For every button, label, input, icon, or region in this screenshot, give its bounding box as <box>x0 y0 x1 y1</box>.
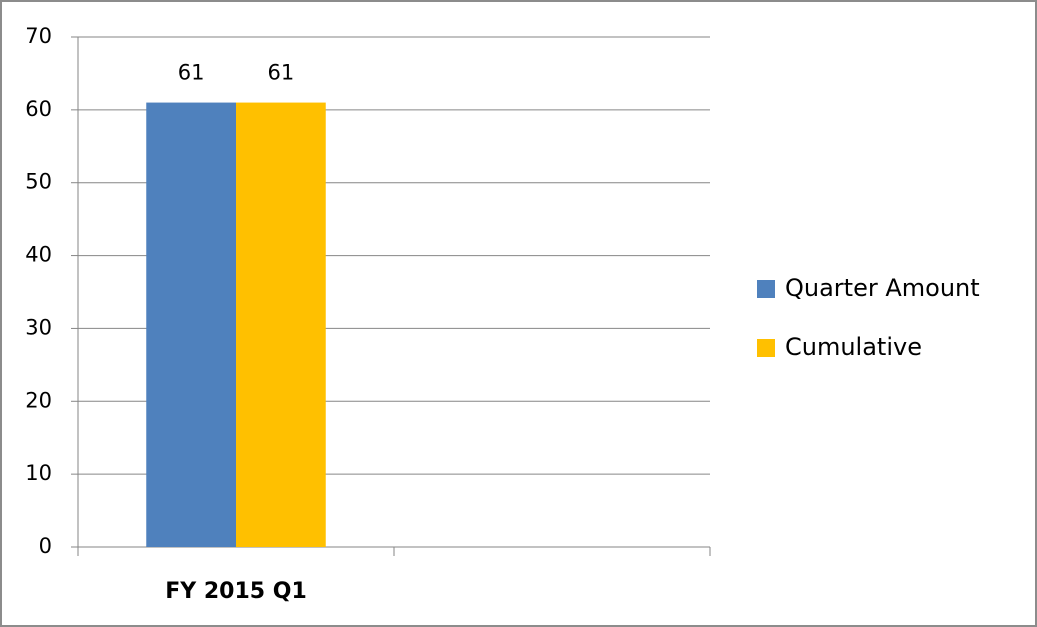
y-tick-label: 50 <box>25 170 52 194</box>
y-tick-label: 0 <box>39 534 52 558</box>
legend-label: Cumulative <box>785 333 922 361</box>
bar <box>236 102 326 548</box>
legend-swatch <box>757 339 775 357</box>
data-label: 61 <box>178 61 205 85</box>
data-label: 61 <box>268 61 295 85</box>
y-tick-label: 70 <box>25 24 52 48</box>
y-tick-label: 60 <box>25 97 52 121</box>
legend-swatch <box>757 280 775 298</box>
y-tick-label: 20 <box>25 388 52 412</box>
y-tick-label: 10 <box>25 461 52 485</box>
y-tick-label: 40 <box>25 243 52 267</box>
y-tick-label: 30 <box>25 315 52 339</box>
x-tick-label: FY 2015 Q1 <box>165 579 307 604</box>
legend-label: Quarter Amount <box>785 274 980 302</box>
bar <box>146 102 236 548</box>
